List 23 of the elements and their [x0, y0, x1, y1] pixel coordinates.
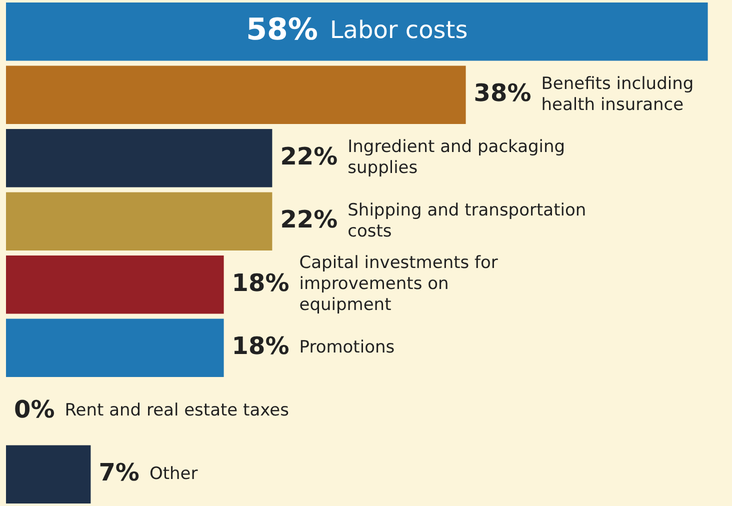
y-tick-label: Rent and real estate taxes — [64, 400, 290, 421]
y-tick-label: Other — [149, 464, 198, 484]
y-tick-label: Capital investments for improvements on equipment — [299, 253, 498, 316]
bar — [6, 129, 272, 188]
bar — [6, 256, 224, 314]
data-label: 7% — [98, 458, 140, 487]
y-tick-label: Shipping and transportation costs — [348, 200, 586, 242]
data-label: 18% — [232, 332, 290, 360]
data-label: 0% — [14, 395, 55, 424]
data-label: 38% — [474, 79, 532, 108]
bar — [6, 2, 708, 61]
y-tick-label: Labor costs — [330, 16, 468, 44]
bar — [6, 66, 466, 124]
data-label: 22% — [280, 142, 338, 170]
y-tick-label: Promotions — [299, 337, 395, 358]
data-label: 58% — [246, 12, 318, 48]
bar — [6, 318, 224, 377]
bar — [6, 192, 272, 250]
y-tick-label: Ingredient and packaging supplies — [348, 137, 566, 178]
data-label: 22% — [280, 206, 338, 234]
bar — [6, 445, 91, 504]
y-tick-label: Benefits including health insurance — [541, 74, 694, 115]
data-label: 18% — [232, 268, 290, 297]
